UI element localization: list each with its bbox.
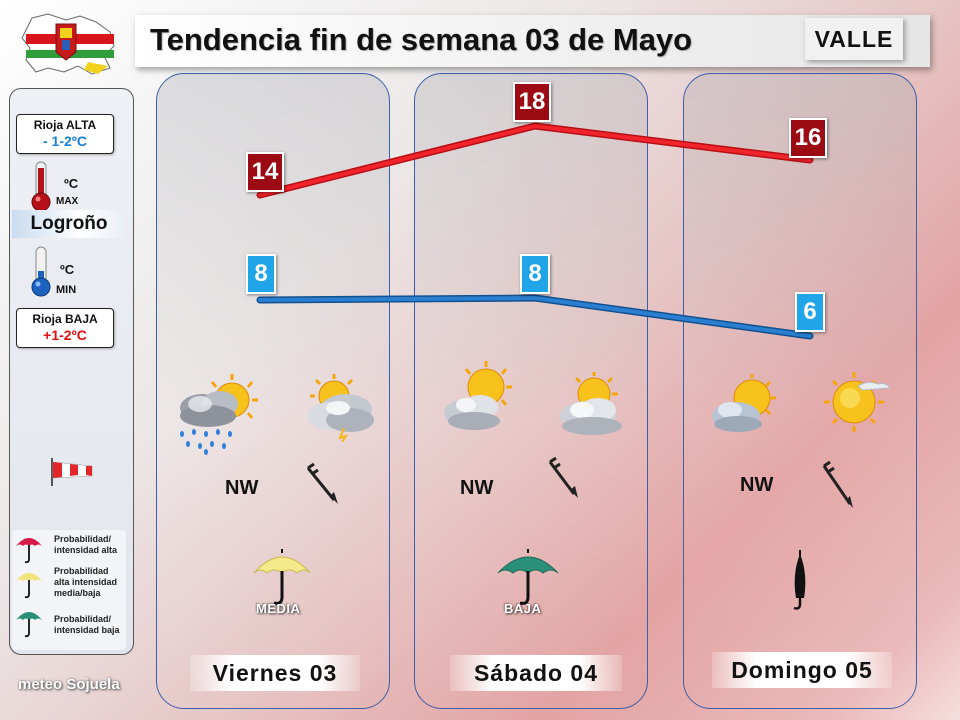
thermometer-min-icon bbox=[28, 245, 54, 297]
brand-logo: meteo Sojuela bbox=[18, 676, 120, 693]
wind-direction-saturday: NW bbox=[460, 477, 494, 499]
zone-badge: VALLE bbox=[805, 18, 903, 60]
wind-arrow-icon bbox=[818, 460, 858, 510]
rain-legend bbox=[12, 530, 126, 650]
ref-low-label: Rioja BAJA bbox=[32, 312, 98, 326]
ref-low-value: +1-2ºC bbox=[43, 327, 87, 343]
min-label: MIN bbox=[56, 284, 77, 296]
city-label: Logroño bbox=[12, 210, 126, 238]
umbrella-low-icon bbox=[14, 606, 44, 638]
ref-box-high: Rioja ALTA - 1-2ºC bbox=[16, 114, 114, 154]
sun-cloud-icon bbox=[552, 370, 630, 440]
min-unit: ºC bbox=[60, 262, 75, 277]
ref-high-value: - 1-2ºC bbox=[42, 133, 87, 149]
legend-low-text: Probabilidad/ intensidad baja bbox=[54, 614, 120, 635]
day-label-friday: Viernes 03 bbox=[190, 655, 360, 691]
title-bar bbox=[135, 15, 930, 67]
day-label-saturday: Sábado 04 bbox=[450, 655, 622, 691]
max-unit: ºC bbox=[64, 176, 79, 191]
min-temp-saturday: 8 bbox=[520, 254, 550, 294]
day-label-sunday: Domingo 05 bbox=[712, 652, 892, 688]
umbrella-high-icon bbox=[14, 532, 44, 564]
max-temp-friday: 14 bbox=[246, 152, 284, 192]
sun-cloud-icon bbox=[440, 355, 520, 441]
umbrella-medium-icon bbox=[252, 547, 312, 607]
wind-arrow-icon bbox=[302, 462, 342, 506]
sun-haze-icon bbox=[822, 370, 892, 436]
ref-high-label: Rioja ALTA bbox=[33, 118, 97, 132]
windsock-icon bbox=[48, 456, 102, 486]
wind-direction-sunday: NW bbox=[740, 474, 774, 496]
rain-probability-friday: MEDIA bbox=[256, 601, 301, 616]
la-rioja-logo bbox=[18, 12, 118, 78]
cloud-sun-rain-icon bbox=[172, 368, 264, 456]
cloud-sun-storm-icon bbox=[300, 372, 380, 443]
rain-probability-saturday: BAJA bbox=[504, 601, 542, 616]
page-title: Tendencia fin de semana 03 de Mayo bbox=[150, 22, 693, 57]
max-temp-saturday: 18 bbox=[513, 82, 551, 122]
max-temp-sunday: 16 bbox=[789, 118, 827, 158]
umbrella-low-icon bbox=[496, 547, 560, 607]
wind-arrow-icon bbox=[544, 456, 584, 500]
wind-direction-friday: NW bbox=[225, 477, 259, 499]
ref-box-low: Rioja BAJA +1-2ºC bbox=[16, 308, 114, 348]
umbrella-closed-icon bbox=[788, 550, 812, 612]
legend-medium-text: Probabilidad alta intensidad media/baja bbox=[54, 566, 118, 598]
legend-high-text: Probabilidad/ intensidad alta bbox=[54, 534, 118, 555]
min-temp-friday: 8 bbox=[246, 254, 276, 294]
umbrella-medium-icon bbox=[14, 567, 44, 599]
thermometer-max-icon bbox=[28, 160, 54, 212]
cloud-sun-icon bbox=[708, 372, 778, 438]
max-label: MAX bbox=[56, 196, 79, 207]
min-temp-sunday: 6 bbox=[795, 292, 825, 332]
